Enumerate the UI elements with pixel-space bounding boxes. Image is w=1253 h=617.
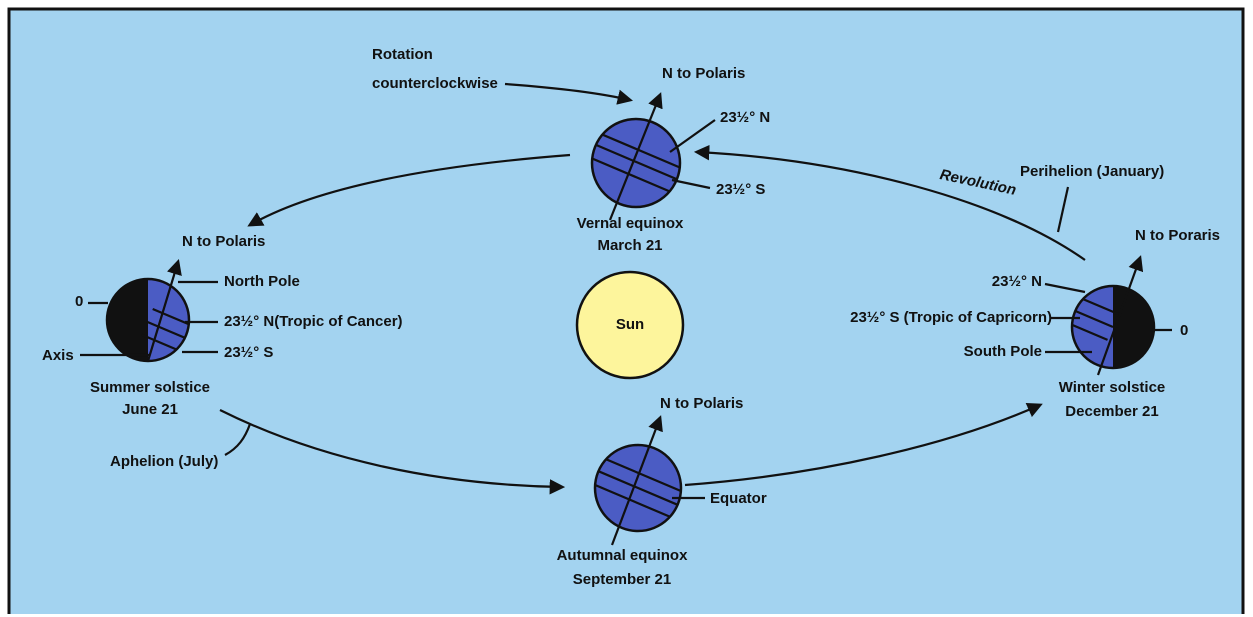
label: N to Polaris [662, 65, 745, 82]
caption: June 21 [122, 401, 178, 418]
label: South Pole [964, 343, 1042, 360]
rotation-arrow [504, 82, 633, 105]
axis-arrow [1096, 255, 1144, 376]
pointer [224, 423, 252, 456]
orbit-arrow [684, 402, 1043, 487]
label: 23½° S [224, 344, 273, 361]
frame [7, 7, 1245, 614]
leader-line [669, 119, 716, 153]
caption: Summer solstice [90, 379, 210, 396]
label: 0 [1180, 322, 1188, 339]
caption: Autumnal equinox [557, 547, 688, 564]
label: 23½° N [992, 273, 1042, 290]
caption: December 21 [1065, 403, 1158, 420]
orbit-arrow [693, 144, 1086, 261]
label: Rotation [372, 46, 433, 63]
axis-arrow [608, 92, 663, 221]
label: 23½° N(Tropic of Cancer) [224, 313, 403, 330]
label: 23½° S (Tropic of Capricorn) [850, 309, 1052, 326]
label: Aphelion (July) [110, 453, 218, 470]
label: N to Polaris [660, 395, 743, 412]
axis-arrow [146, 259, 182, 362]
sun [575, 270, 685, 380]
label: 0 [75, 293, 83, 310]
label: N to Poraris [1135, 227, 1220, 244]
leader-line [107, 279, 148, 361]
leader-line [671, 178, 711, 190]
label: counterclockwise [372, 75, 498, 92]
label: N to Polaris [182, 233, 265, 250]
label: Axis [42, 347, 74, 364]
leader-line [584, 464, 695, 514]
leader-line [1044, 282, 1086, 294]
label: 23½° S [716, 181, 765, 198]
caption: Winter solstice [1059, 379, 1166, 396]
label: Sun [616, 316, 644, 333]
label: North Pole [224, 273, 300, 290]
orbit-arrow [247, 153, 571, 227]
orbit-arrow [219, 409, 566, 495]
label: Equator [710, 490, 767, 507]
label: 23½° N [720, 109, 770, 126]
pointer [1056, 186, 1070, 233]
caption: March 21 [597, 237, 662, 254]
caption: Vernal equinox [577, 215, 684, 232]
label: Perihelion (January) [1020, 163, 1164, 180]
caption: September 21 [573, 571, 671, 588]
axis-arrow [610, 415, 663, 546]
